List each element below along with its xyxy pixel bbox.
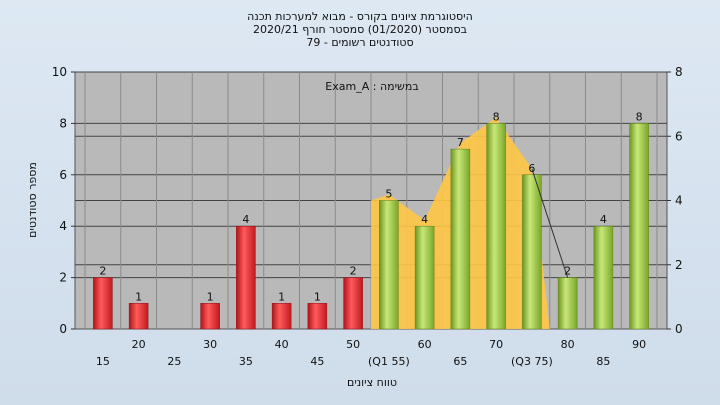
x-tick-label: 85: [596, 355, 610, 368]
bar-85: [593, 225, 614, 330]
bar-35: [236, 225, 256, 330]
chart-title: היסטוגרמת ציונים בקורס - מבוא למערכות תכ…: [247, 10, 473, 23]
value-labels: 2 1 1 4 1 1 2 5 4 7 8 6 2 4 8: [99, 110, 642, 303]
value-label-75: 6: [528, 162, 535, 175]
x-tick-label: 45: [310, 355, 324, 368]
bars-group: [93, 123, 649, 330]
x-tick-label: 90: [632, 338, 646, 351]
bar-75: [522, 174, 542, 330]
value-label-70: 8: [493, 110, 500, 123]
y2-tick-label: 2: [675, 258, 683, 272]
y-axis-ticks: 0 2 4 6 8 10: [52, 65, 75, 336]
y2-tick-label: 4: [675, 194, 683, 208]
trend-line: [531, 168, 569, 278]
value-label-90: 8: [636, 110, 643, 123]
x-tick-label: (Q3 75): [511, 355, 553, 368]
value-label-85: 4: [600, 213, 607, 226]
x-tick-label: 30: [203, 338, 217, 351]
x-axis-label: טווח ציונים: [347, 376, 397, 389]
x-tick-label: 20: [132, 338, 146, 351]
x-tick-label: 25: [167, 355, 181, 368]
x-tick-label: 15: [96, 355, 110, 368]
value-label-55: 5: [385, 188, 392, 201]
y-tick-label: 0: [59, 322, 67, 336]
value-label-80: 2: [564, 265, 571, 278]
x-tick-label: 40: [275, 338, 289, 351]
y2-tick-label: 0: [675, 322, 683, 336]
value-label-65: 7: [457, 136, 464, 149]
x-tick-label: 60: [418, 338, 432, 351]
x-tick-label: 50: [346, 338, 360, 351]
y2-tick-label: 8: [675, 65, 683, 79]
value-label-30: 1: [207, 290, 214, 303]
y-tick-label: 4: [59, 219, 67, 233]
bar-50: [343, 277, 363, 330]
chart-title-block: היסטוגרמת ציונים בקורס - מבוא למערכות תכ…: [0, 10, 720, 49]
value-label-35: 4: [242, 213, 249, 226]
x-axis-ticks: 15 20 25 30 35 40 45 50 (Q1 55) 60 65 70 (Q3 75) 80 85…: [96, 338, 646, 368]
x-tick-label: 65: [453, 355, 467, 368]
bar-80: [557, 277, 578, 330]
y-tick-label: 2: [59, 271, 67, 285]
y-tick-label: 6: [59, 168, 67, 182]
bar-45: [307, 303, 328, 330]
value-label-20: 1: [135, 290, 142, 303]
value-label-60: 4: [421, 213, 428, 226]
y2-tick-label: 6: [675, 129, 683, 143]
value-label-45: 1: [314, 290, 321, 303]
y-axis-label: מספר סטודנטים: [26, 162, 39, 238]
bar-55: [379, 200, 399, 330]
bar-20: [128, 303, 149, 330]
value-label-50: 2: [350, 265, 357, 278]
y-tick-label: 8: [59, 116, 67, 130]
chart-subtitle: בסמסטר (01/2020) סמסטר חורף 2020/21: [253, 23, 467, 36]
x-tick-label: 35: [239, 355, 253, 368]
bar-15: [93, 277, 113, 330]
chart-caption: סטודנטים רשומים - 79: [306, 36, 414, 49]
bar-40: [271, 303, 292, 330]
y2-axis-ticks: 0 2 4 6 8: [667, 65, 683, 336]
bar-60: [414, 225, 435, 330]
bar-90: [629, 123, 649, 330]
value-label-40: 1: [278, 290, 285, 303]
exam-annotation: Exam_A : במשימה: [325, 80, 418, 93]
x-tick-label: (Q1 55): [368, 355, 410, 368]
bar-65: [450, 148, 471, 330]
value-label-15: 2: [99, 265, 106, 278]
y-tick-label: 10: [52, 65, 67, 79]
bar-30: [200, 303, 220, 330]
bar-70: [486, 123, 506, 330]
x-tick-label: 70: [489, 338, 503, 351]
x-tick-label: 80: [561, 338, 575, 351]
